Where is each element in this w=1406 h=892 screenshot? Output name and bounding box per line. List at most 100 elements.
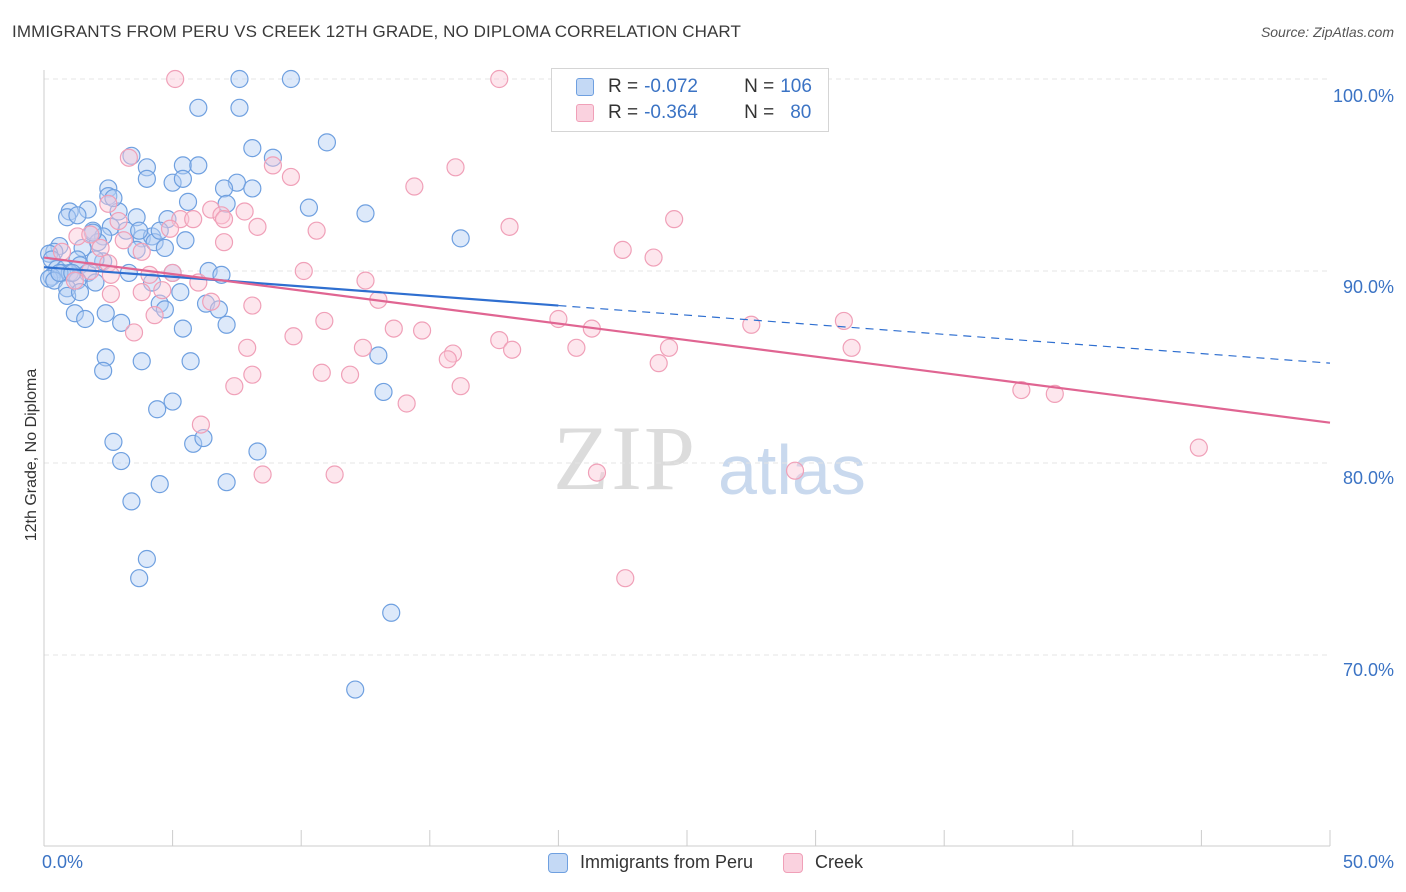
peru-point[interactable] [346, 680, 365, 699]
creek-point[interactable] [340, 365, 360, 384]
creek-point[interactable] [184, 210, 203, 229]
peru-point[interactable] [281, 69, 301, 89]
peru-point[interactable] [65, 304, 84, 323]
creek-point[interactable] [132, 283, 151, 302]
creek-point[interactable] [616, 569, 635, 588]
creek-point[interactable] [81, 225, 100, 244]
legend-item-creek[interactable]: Creek [783, 852, 863, 873]
peru-point[interactable] [217, 315, 236, 334]
peru-point[interactable] [155, 238, 174, 258]
peru-point[interactable] [68, 206, 87, 225]
peru-point[interactable] [163, 392, 182, 411]
peru-point[interactable] [122, 492, 141, 511]
creek-point[interactable] [160, 219, 180, 238]
creek-point[interactable] [644, 248, 663, 267]
peru-point[interactable] [184, 434, 203, 453]
creek-point[interactable] [248, 217, 267, 236]
peru-point[interactable] [96, 348, 115, 367]
creek-point[interactable] [52, 242, 72, 261]
peru-point[interactable] [243, 179, 262, 198]
creek-point[interactable] [356, 271, 375, 290]
creek-point[interactable] [114, 231, 133, 250]
peru-point[interactable] [217, 473, 236, 492]
creek-point[interactable] [101, 265, 120, 284]
peru-point[interactable] [230, 69, 249, 89]
peru-point[interactable] [104, 432, 123, 451]
creek-point[interactable] [1012, 380, 1031, 400]
creek-point[interactable] [665, 210, 684, 229]
creek-point[interactable] [443, 344, 463, 363]
peru-point[interactable] [178, 192, 198, 211]
creek-point[interactable] [243, 365, 262, 384]
creek-point[interactable] [312, 363, 331, 382]
peru-point[interactable] [109, 202, 128, 221]
creek-point[interactable] [1045, 384, 1064, 403]
creek-point[interactable] [412, 321, 432, 340]
peru-point[interactable] [189, 98, 208, 117]
creek-point[interactable] [65, 271, 84, 290]
creek-point[interactable] [99, 194, 118, 213]
peru-point[interactable] [76, 309, 95, 329]
peru-point[interactable] [194, 428, 213, 448]
creek-point[interactable] [101, 284, 120, 304]
creek-point[interactable] [132, 242, 151, 261]
creek-point[interactable] [253, 465, 272, 484]
peru-point[interactable] [299, 198, 319, 217]
creek-point[interactable] [384, 319, 403, 338]
peru-point[interactable] [86, 273, 105, 292]
peru-point[interactable] [155, 300, 174, 319]
peru-point[interactable] [374, 382, 393, 402]
peru-point[interactable] [145, 233, 164, 252]
creek-point[interactable] [238, 338, 257, 357]
creek-point[interactable] [145, 306, 164, 325]
creek-point[interactable] [503, 340, 522, 359]
peru-point[interactable] [214, 179, 234, 198]
creek-point[interactable] [659, 338, 679, 357]
creek-point[interactable] [834, 311, 853, 331]
creek-point[interactable] [785, 461, 805, 480]
peru-point[interactable] [369, 346, 388, 365]
peru-point[interactable] [96, 304, 115, 323]
peru-point[interactable] [130, 569, 149, 588]
peru-point[interactable] [230, 98, 249, 117]
creek-point[interactable] [1189, 438, 1208, 457]
creek-point[interactable] [613, 240, 632, 259]
peru-point[interactable] [94, 361, 113, 380]
peru-point[interactable] [122, 146, 141, 165]
creek-point[interactable] [294, 261, 313, 281]
creek-point[interactable] [214, 210, 234, 229]
peru-point[interactable] [181, 352, 200, 371]
creek-point[interactable] [263, 156, 283, 175]
peru-point[interactable] [171, 283, 190, 302]
peru-point[interactable] [150, 294, 169, 313]
creek-point[interactable] [649, 354, 668, 373]
peru-point[interactable] [163, 173, 182, 192]
peru-point[interactable] [382, 603, 401, 622]
creek-point[interactable] [842, 338, 861, 357]
peru-point[interactable] [112, 451, 131, 471]
creek-point[interactable] [281, 167, 301, 187]
peru-point[interactable] [104, 188, 123, 208]
creek-point[interactable] [587, 463, 607, 482]
creek-point[interactable] [119, 148, 138, 167]
creek-point[interactable] [315, 311, 334, 331]
creek-point[interactable] [166, 69, 185, 89]
creek-point[interactable] [225, 377, 244, 396]
creek-point[interactable] [191, 415, 210, 434]
peru-point[interactable] [317, 133, 337, 152]
peru-point[interactable] [127, 208, 146, 227]
creek-point[interactable] [307, 221, 326, 240]
peru-point[interactable] [173, 169, 192, 188]
creek-point[interactable] [500, 217, 519, 236]
creek-point[interactable] [446, 158, 465, 177]
peru-point[interactable] [148, 400, 167, 419]
creek-point[interactable] [235, 202, 254, 221]
creek-point[interactable] [202, 200, 221, 219]
legend-item-peru[interactable]: Immigrants from Peru [548, 852, 753, 873]
peru-point[interactable] [176, 231, 195, 250]
creek-point[interactable] [243, 296, 262, 315]
creek-point[interactable] [397, 394, 416, 413]
peru-point[interactable] [248, 442, 267, 461]
peru-point[interactable] [209, 300, 228, 319]
peru-point[interactable] [99, 179, 118, 198]
